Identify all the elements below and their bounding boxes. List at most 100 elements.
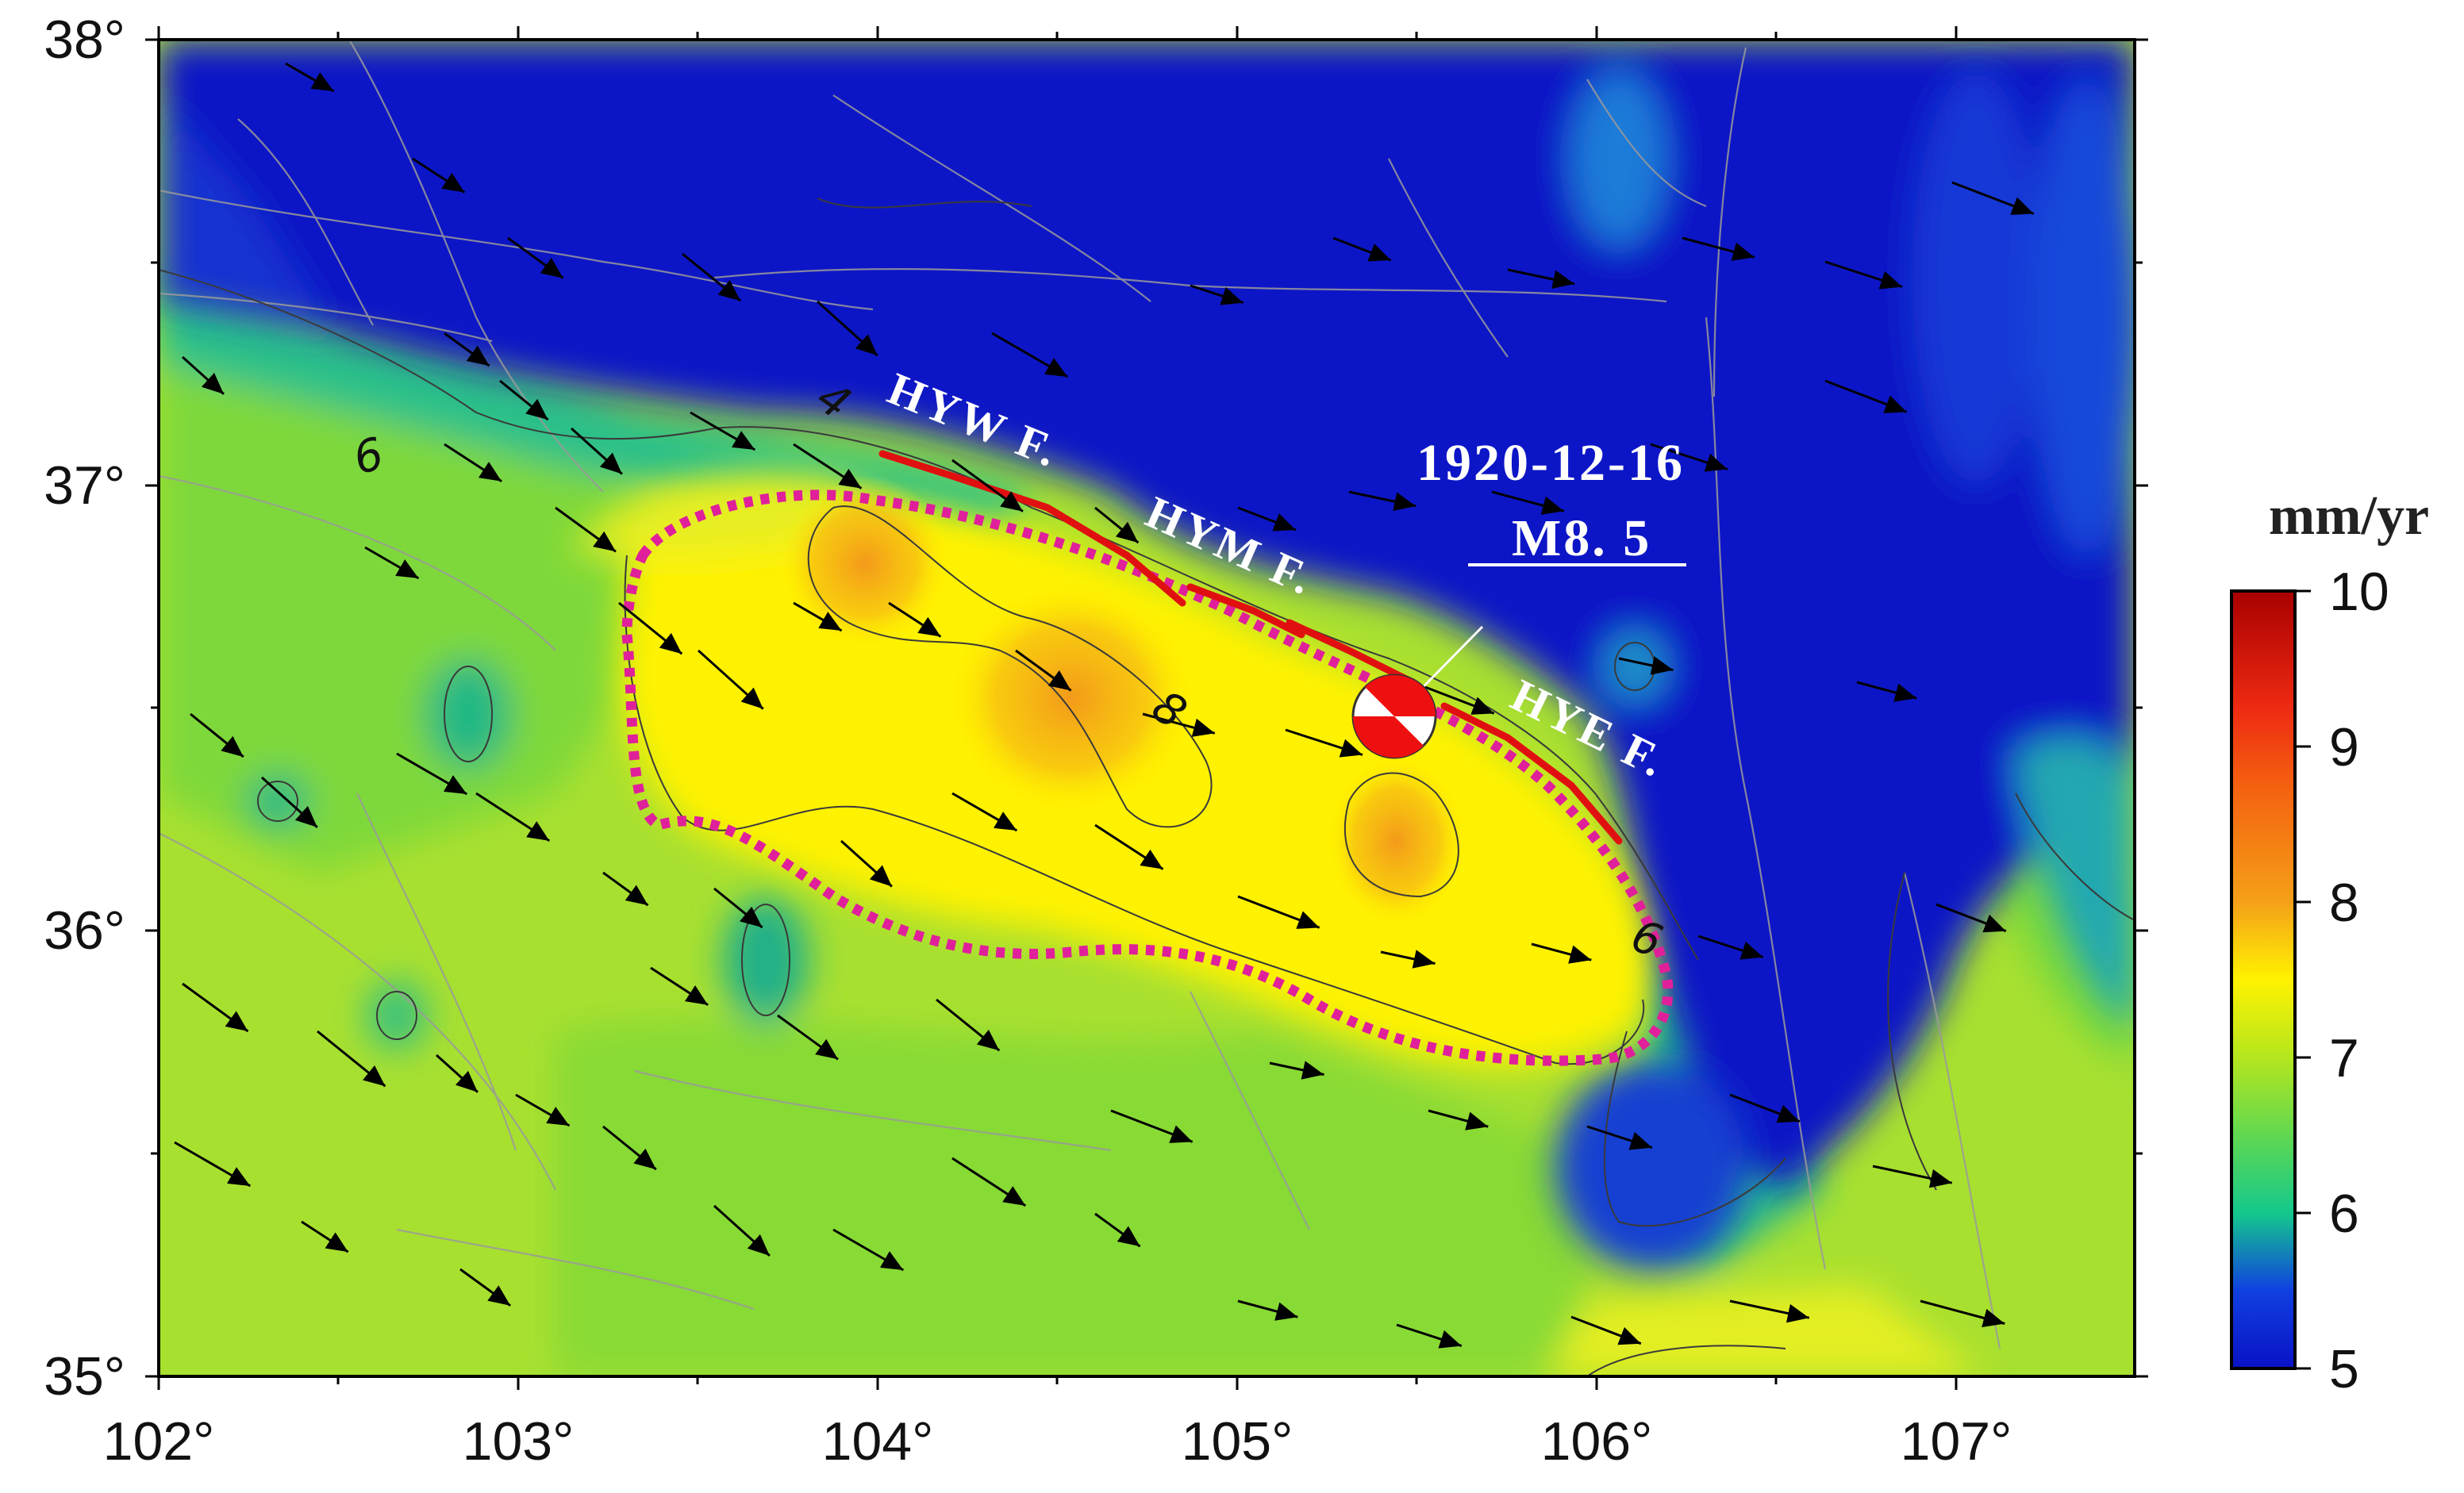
lat-label-36: 36° [44,900,125,961]
faults [878,450,1623,845]
velocity-vector [1824,379,1908,413]
velocity-vector [1697,935,1764,960]
velocity-vector [1348,490,1417,512]
velocity-vector [317,1030,386,1088]
colorbar-scale [2230,589,2297,1370]
velocity-vector [1729,1299,1810,1323]
velocity-vector [682,252,742,302]
velocity-vector [182,982,249,1033]
velocity-vector [1531,942,1592,964]
velocity-vector [991,332,1069,378]
colorbar-unit: mm/yr [2269,486,2429,547]
fault-hyw [878,450,1186,607]
velocity-vector [459,1268,511,1307]
colorbar-tick-8: 8 [2329,873,2359,933]
earthquake-magnitude: M8. 5 [1512,509,1651,567]
earthquake-date: 1920-12-16 [1417,434,1685,492]
velocity-vector [1951,181,2035,215]
velocity-vector [412,157,466,194]
region-outline [621,489,1674,1066]
velocity-vector [602,1125,657,1171]
velocity-vector [174,1141,252,1188]
velocity-vector [301,1220,349,1253]
velocity-vector [1237,506,1297,532]
axis-ticks [145,26,2148,1390]
velocity-vector [793,443,863,489]
velocity-vector [1570,1315,1642,1345]
velocity-vector [1935,903,2007,933]
velocity-vector [690,411,756,451]
velocity-vector [499,379,549,421]
velocity-vector [364,546,420,580]
velocity-vector [285,62,335,93]
velocity-vector [1428,1109,1489,1130]
velocity-vector [1237,1299,1298,1321]
velocity-vector [1729,1093,1801,1123]
velocity-vector [840,839,893,888]
velocity-vector [1824,260,1903,290]
velocity-vector [1380,950,1436,969]
velocity-vector [618,601,683,655]
velocity-vector [1872,1165,1953,1188]
velocity-vector [1094,1212,1141,1248]
velocity-vector [1682,236,1755,261]
velocity-vector [951,792,1018,832]
lat-label-35: 35° [44,1346,125,1407]
lat-label-38: 38° [44,10,125,70]
velocity-vector [832,1228,905,1272]
fault-hym-2 [1286,619,1417,686]
velocity-vector [1269,1061,1324,1080]
velocity-vector [555,506,617,553]
lat-label-37: 37° [44,455,125,516]
lon-label-104: 104° [822,1411,934,1472]
velocity-vector [570,427,623,475]
velocity-vector [713,1204,771,1257]
velocity-vector [507,236,564,279]
velocity-vector [1507,268,1575,290]
velocity-field [159,40,2135,1376]
velocity-vector [888,601,942,638]
velocity-vector [951,459,1024,512]
velocity-vector [1285,728,1363,758]
velocity-vectors [174,62,2035,1349]
velocity-vector [1094,506,1140,544]
velocity-vector [1586,1125,1653,1150]
colorbar-tick-7: 7 [2329,1028,2359,1088]
velocity-vector [396,752,468,796]
velocity-vector [713,887,763,929]
colorbar-tick-10: 10 [2329,562,2389,622]
velocity-vector [1650,443,1728,472]
velocity-vector [444,443,502,483]
velocity-vector [1332,236,1392,262]
velocity-vector [1237,895,1320,929]
colorbar: mm/yr 10 9 8 7 6 5 [2230,486,2429,1399]
velocity-vector [1920,1299,2005,1328]
velocity-vector [444,332,490,367]
velocity-vector [1190,284,1244,305]
velocity-vector [951,1157,1027,1207]
velocity-vector [1396,1323,1463,1349]
velocity-vector [1491,490,1565,515]
velocity-vector [793,601,843,632]
lon-label-107: 107° [1901,1411,2012,1472]
velocity-vector [816,300,878,357]
velocity-vector [1412,681,1495,715]
velocity-vector [602,871,649,907]
lon-label-103: 103° [463,1411,575,1472]
fault-hye [1440,702,1623,845]
lon-label-105: 105° [1182,1411,1294,1472]
velocity-vector [435,1054,479,1093]
focal-mechanism-icon [1351,563,1686,759]
lon-label-102: 102° [103,1411,215,1472]
velocity-vector [1015,649,1072,692]
velocity-vector [190,712,244,758]
colorbar-tick-9: 9 [2329,717,2359,777]
velocity-vector [181,355,225,395]
velocity-vector [475,792,551,842]
latitude-labels: 35° 36° 37° 38° [44,10,125,1407]
longitude-labels: 102° 103° 104° 105° 106° 107° [103,1411,2012,1472]
velocity-vector [1618,656,1674,675]
velocity-vector [1094,823,1164,870]
velocity-vector [260,776,318,829]
